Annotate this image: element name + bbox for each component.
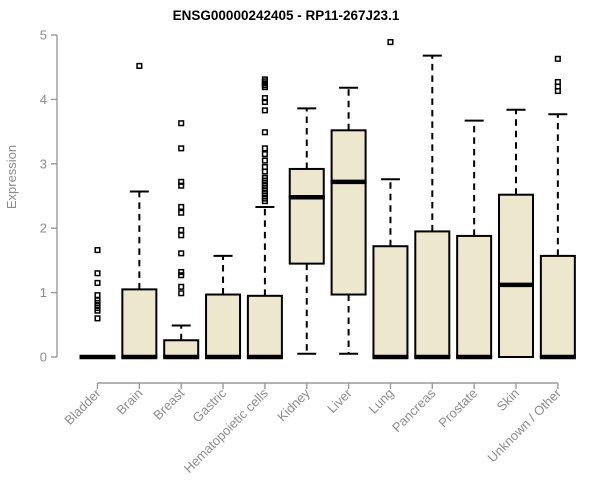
- outlier-point: [178, 178, 185, 185]
- category-label-brain: Brain: [113, 386, 145, 418]
- y-tick-label: 4: [40, 92, 47, 107]
- y-tick-label: 0: [40, 350, 47, 365]
- box-rect: [288, 167, 325, 265]
- boxplot-unknown-other: [539, 55, 576, 360]
- outlier-point: [178, 250, 185, 257]
- outlier-point: [94, 270, 101, 277]
- boxplot-skin: [498, 108, 534, 358]
- outlier-point: [178, 203, 185, 210]
- outlier-point: [178, 232, 185, 239]
- outlier-point: [94, 315, 101, 322]
- category-label-breast: Breast: [150, 385, 187, 422]
- outlier-point: [94, 247, 101, 254]
- y-tick-label: 5: [40, 28, 47, 43]
- outlier-point: [178, 145, 185, 152]
- outlier-point: [178, 120, 185, 127]
- outlier-point: [178, 268, 185, 276]
- outlier-point: [178, 283, 185, 290]
- boxplot-hematopoietic-cells: [246, 76, 283, 360]
- category-label-pancreas: Pancreas: [389, 385, 439, 435]
- outlier-point: [261, 129, 268, 136]
- outlier-point: [387, 39, 394, 46]
- category-label-lung: Lung: [366, 386, 397, 417]
- boxplot-pancreas: [414, 54, 451, 360]
- boxplot-prostate: [456, 119, 493, 360]
- box-rect: [456, 234, 493, 358]
- category-label-bladder: Bladder: [61, 385, 104, 428]
- category-label-skin: Skin: [494, 386, 522, 414]
- box-rect: [498, 193, 534, 358]
- y-tick-label: 2: [40, 221, 47, 236]
- outlier-point: [94, 279, 101, 286]
- boxplot-liver: [330, 86, 367, 355]
- outlier-point: [178, 227, 185, 234]
- outlier-point: [554, 78, 561, 86]
- outlier-point: [261, 151, 268, 158]
- y-tick-label: 3: [40, 156, 47, 171]
- category-label-prostate: Prostate: [435, 386, 480, 431]
- outlier-point: [261, 163, 268, 171]
- outlier-point: [261, 107, 268, 114]
- box-rect: [414, 230, 451, 358]
- outlier-point: [136, 62, 143, 69]
- outlier-point: [178, 209, 185, 216]
- category-label-unknown-other: Unknown / Other: [484, 385, 564, 465]
- category-label-kidney: Kidney: [274, 385, 313, 424]
- y-tick-label: 1: [40, 285, 47, 300]
- outlier-point: [554, 55, 561, 62]
- box-rect: [372, 245, 409, 358]
- outlier-point: [94, 292, 101, 299]
- box-rect: [246, 294, 283, 359]
- category-label-gastric: Gastric: [189, 385, 229, 425]
- box-rect: [205, 293, 242, 359]
- box-rect: [121, 288, 158, 359]
- category-label-liver: Liver: [324, 385, 355, 416]
- outlier-point: [178, 272, 185, 279]
- box-rect: [539, 254, 576, 358]
- outlier-point: [261, 174, 268, 182]
- boxplot-lung: [372, 39, 409, 360]
- y-axis-title: Expression: [4, 145, 19, 209]
- box-rect: [163, 339, 200, 359]
- outlier-point: [261, 95, 268, 102]
- boxplot-kidney: [288, 107, 325, 355]
- outlier-point: [178, 290, 185, 297]
- outlier-point: [261, 145, 268, 152]
- outlier-point: [261, 76, 268, 83]
- boxplot-bladder: [79, 247, 116, 360]
- boxplot-breast: [163, 120, 200, 360]
- outlier-point: [261, 157, 268, 164]
- chart-title: ENSG00000242405 - RP11-267J23.1: [173, 8, 400, 23]
- boxplot-brain: [121, 62, 158, 360]
- boxplot-gastric: [205, 254, 242, 360]
- box-rect: [330, 129, 367, 296]
